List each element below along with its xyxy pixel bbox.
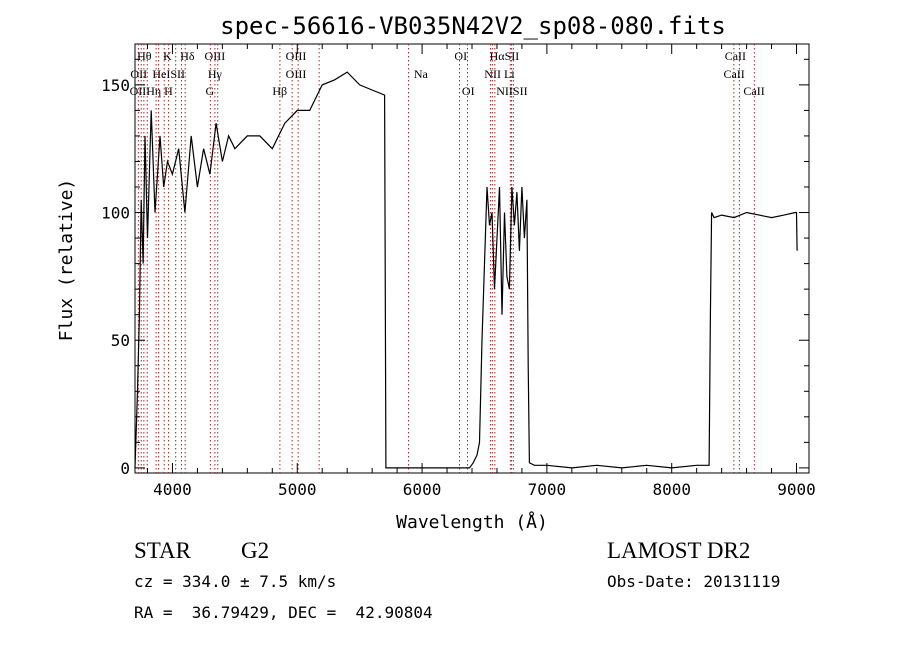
x-tick-label-0: 4000 [153,480,192,499]
survey-label: LAMOST DR2 [607,538,751,563]
line-label-11: OIII [286,67,307,81]
line-label-18: OI [462,84,475,98]
y-axis: 0 50 100 150 [101,58,809,478]
y-tick-label-3: 150 [101,76,130,95]
line-label-9: HeISII [152,67,185,81]
line-label-13: NII Li [484,67,515,81]
line-label-17: Hβ [272,84,287,98]
line-label-16: G [206,84,215,98]
line-label-14: CaII [723,67,744,81]
line-label-5: OI [454,49,467,63]
y-tick-label-2: 100 [101,204,130,223]
line-label-1: K [163,49,172,63]
x-axis-label: Wavelength (Å) [396,511,548,533]
line-label-12: Na [414,67,429,81]
line-label-19: NIISII [496,84,527,98]
line-label-8: OII [130,67,147,81]
line-marker-layer [137,44,755,473]
line-label-layer: Hθ K Hδ OIII OIII OI HαSII CaII OII HeISII Hγ OIII N… [130,49,765,98]
object-subclass: G2 [241,538,270,563]
line-label-2: Hδ [180,49,195,63]
x-tick-label-2: 6000 [403,480,442,499]
object-class: STAR [134,538,191,563]
y-axis-label: Flux (relative) [56,179,77,342]
redshift-value: cz = 334.0 ± 7.5 km/s [134,572,337,591]
x-axis: 4000 5000 6000 7000 8000 9000 [146,44,816,499]
x-tick-label-3: 7000 [528,480,567,499]
chart-title: spec-56616-VB035N42V2_sp08-080.fits [220,12,726,40]
line-label-4: OIII [286,49,307,63]
line-label-6: HαSII [490,49,520,63]
y-tick-label-0: 0 [120,459,130,478]
x-tick-label-5: 9000 [777,480,816,499]
line-label-0: Hθ [137,49,152,63]
spectrum-chart: spec-56616-VB035N42V2_sp08-080.fits Hθ K H… [56,12,816,533]
line-label-3: OIII [205,49,226,63]
line-label-10: Hγ [208,67,223,81]
observation-date: Obs-Date: 20131119 [607,572,781,591]
x-tick-label-4: 8000 [652,480,691,499]
line-label-15: OIIHη H [130,84,174,98]
line-label-20: CaII [743,84,764,98]
y-tick-label-1: 50 [111,331,130,350]
line-label-7: CaII [725,49,746,63]
x-tick-label-1: 5000 [278,480,317,499]
ra-dec-coordinates: RA = 36.79429, DEC = 42.90804 [134,603,433,622]
spectrum-line [134,71,798,469]
plot-frame [134,43,810,474]
